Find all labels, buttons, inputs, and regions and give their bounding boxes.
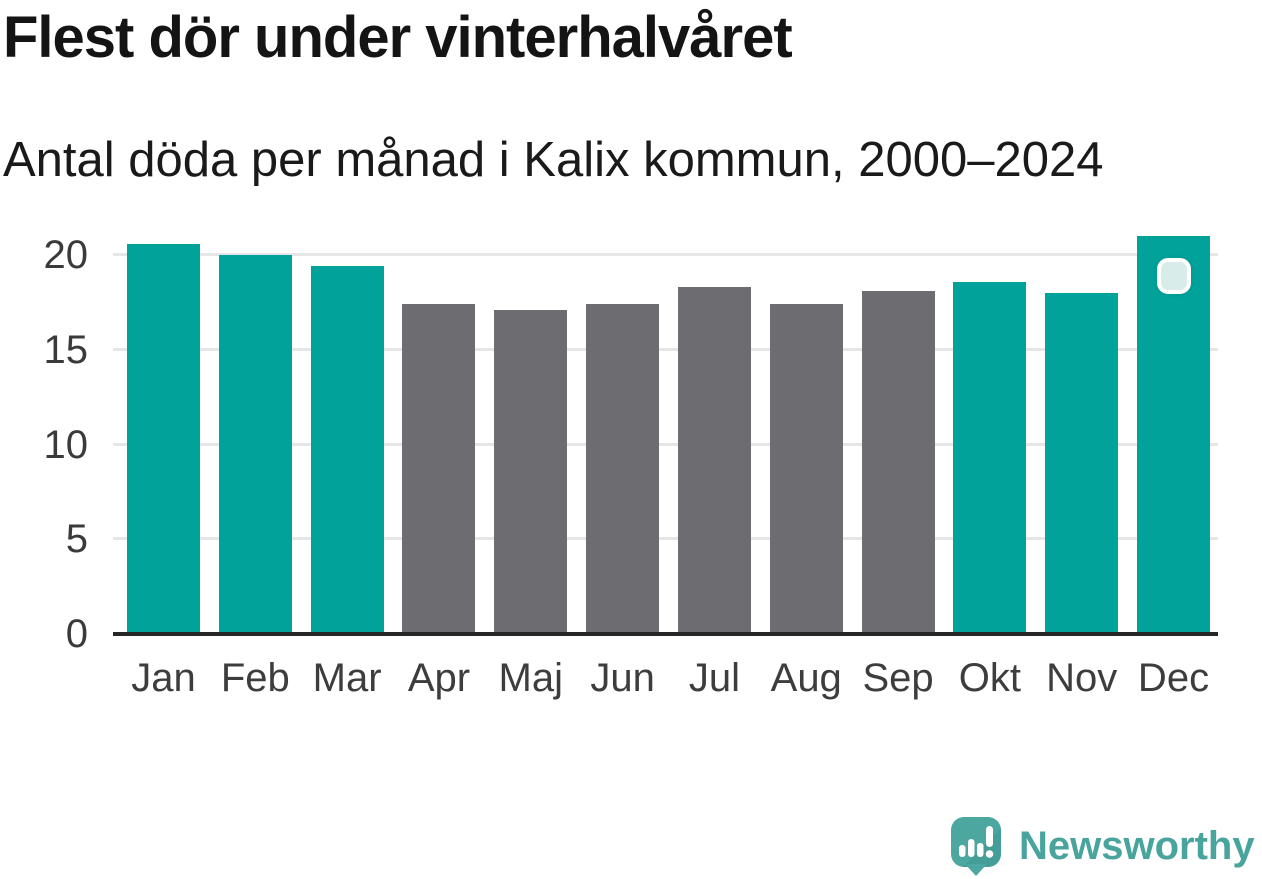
y-axis-label-5: 5 <box>65 517 88 562</box>
x-axis-labels: Jan Feb Mar Apr Maj Jun Jul Aug Sep Okt Nov Dec <box>127 652 1210 704</box>
bar-sep <box>861 291 935 634</box>
bar-dec <box>1137 236 1210 634</box>
x-axis-label-jun: Jun <box>590 656 655 700</box>
y-axis-label-20: 20 <box>43 233 89 277</box>
x-axis-label-sep: Sep <box>862 656 934 700</box>
newsworthy-logo-icon <box>950 816 1002 876</box>
dec-bar-marker <box>1156 258 1191 295</box>
x-axis-label-nov: Nov <box>1046 656 1118 700</box>
bar-feb <box>218 255 292 634</box>
bar-mar <box>310 266 384 634</box>
y-axis-label-10: 10 <box>43 422 89 467</box>
newsworthy-wordmark: Newsworthy <box>1019 823 1255 868</box>
bar-aug <box>769 304 843 634</box>
bar-nov <box>1045 292 1119 634</box>
bar-jun <box>586 304 660 634</box>
chart-subtitle: Antal döda per månad i Kalix kommun, 200… <box>3 133 1104 187</box>
newsworthy-logo: Newsworthy <box>950 816 1255 876</box>
x-axis-label-jul: Jul <box>688 656 740 700</box>
y-axis-labels: 0 5 10 15 20 <box>0 232 89 656</box>
x-axis-label-feb: Feb <box>220 656 290 700</box>
plot-area <box>113 232 1218 636</box>
bar-okt <box>953 281 1027 634</box>
chart-title: Flest dör under vinterhalvåret <box>3 5 793 70</box>
x-axis-label-maj: Maj <box>498 656 563 700</box>
bar-jan <box>127 243 200 634</box>
x-axis-label-mar: Mar <box>312 656 382 700</box>
y-axis-label-15: 15 <box>43 327 89 372</box>
bar-maj <box>494 309 568 634</box>
x-axis-baseline <box>113 632 1218 636</box>
x-axis-label-dec: Dec <box>1137 656 1210 700</box>
gridline-10 <box>113 442 1218 446</box>
gridline-5 <box>113 537 1218 541</box>
y-axis-label-0: 0 <box>65 612 88 656</box>
gridline-20 <box>113 253 1218 256</box>
bar-apr <box>402 304 476 634</box>
gridline-15 <box>113 347 1218 351</box>
bar-jul <box>677 287 751 634</box>
x-axis-label-aug: Aug <box>770 656 842 700</box>
x-axis-label-apr: Apr <box>407 656 471 700</box>
x-axis-label-jan: Jan <box>131 656 196 700</box>
x-axis-label-okt: Okt <box>958 656 1021 700</box>
